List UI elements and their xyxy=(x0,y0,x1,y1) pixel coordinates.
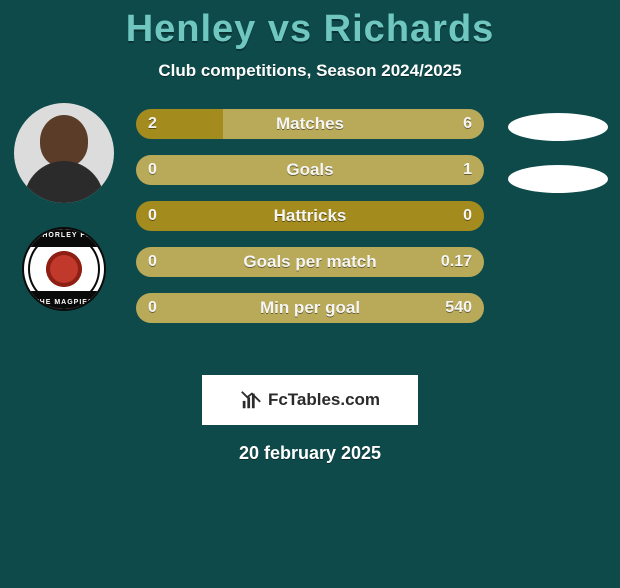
badge-text-top: CHORLEY FC xyxy=(24,232,104,239)
date-text: 20 february 2025 xyxy=(0,443,620,464)
stat-bar-right xyxy=(136,293,484,323)
brand-text: FcTables.com xyxy=(268,390,380,410)
club-badge: CHORLEY FC THE MAGPIES xyxy=(22,227,106,311)
stat-bar-right xyxy=(223,109,484,139)
brand-box[interactable]: FcTables.com xyxy=(202,375,418,425)
stat-bar-left xyxy=(136,201,484,231)
stat-row: Goals01 xyxy=(136,155,484,185)
player-left-avatar xyxy=(14,103,114,203)
page-title: Henley vs Richards xyxy=(0,8,620,51)
comparison-bars: Matches26 Goals01 Hattricks00 Goals per mat… xyxy=(136,109,484,339)
stat-row: Min per goal0540 xyxy=(136,293,484,323)
player-right-placeholder xyxy=(508,113,608,141)
club-right-placeholder xyxy=(508,165,608,193)
stat-bar-left xyxy=(136,109,223,139)
right-column xyxy=(498,113,608,217)
left-column: CHORLEY FC THE MAGPIES xyxy=(8,103,120,311)
stat-bar-right xyxy=(136,247,484,277)
comparison-panel: CHORLEY FC THE MAGPIES Matches26 Goals01 H… xyxy=(0,103,620,363)
badge-text-bottom: THE MAGPIES xyxy=(24,299,104,306)
stat-row: Matches26 xyxy=(136,109,484,139)
subtitle: Club competitions, Season 2024/2025 xyxy=(0,61,620,81)
chart-icon xyxy=(240,389,262,411)
stat-bar-right xyxy=(136,155,484,185)
stat-row: Goals per match00.17 xyxy=(136,247,484,277)
stat-row: Hattricks00 xyxy=(136,201,484,231)
